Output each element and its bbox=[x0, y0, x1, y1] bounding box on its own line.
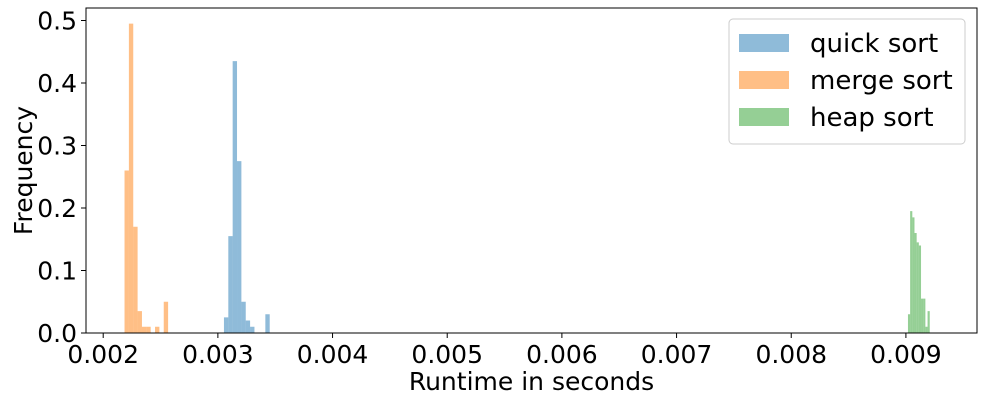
bar-quick-sort-1 bbox=[228, 236, 233, 333]
bar-heap-sort-0 bbox=[907, 314, 911, 333]
x-tick-label: 0.009 bbox=[870, 340, 942, 369]
bar-quick-sort-5 bbox=[245, 320, 251, 333]
bar-merge-sort-0 bbox=[124, 170, 129, 333]
legend-swatch-merge-sort bbox=[739, 71, 789, 89]
bar-heap-sort-6 bbox=[921, 298, 924, 333]
bar-heap-sort-5 bbox=[918, 245, 922, 333]
bar-quick-sort-3 bbox=[237, 161, 242, 333]
legend-swatch-heap-sort bbox=[739, 108, 789, 126]
legend-label-quick-sort: quick sort bbox=[810, 29, 938, 59]
bar-merge-sort-3 bbox=[137, 311, 142, 333]
bar-merge-sort-6 bbox=[155, 326, 160, 333]
x-tick-label: 0.003 bbox=[182, 340, 254, 369]
y-axis-title: Frequency bbox=[9, 106, 38, 235]
bar-quick-sort-0 bbox=[223, 317, 229, 333]
x-tick-label: 0.002 bbox=[67, 340, 139, 369]
x-tick-label: 0.007 bbox=[641, 340, 713, 369]
legend-label-merge-sort: merge sort bbox=[810, 66, 953, 96]
y-tick-label: 0.5 bbox=[37, 7, 77, 36]
y-tick-label: 0.4 bbox=[37, 69, 77, 98]
y-tick-label: 0.2 bbox=[37, 194, 77, 223]
legend: quick sort merge sort heap sort bbox=[728, 18, 966, 145]
x-tick-label: 0.006 bbox=[526, 340, 598, 369]
bar-heap-sort-7 bbox=[923, 298, 926, 333]
bar-heap-sort-1 bbox=[910, 211, 913, 333]
bar-heap-sort-3 bbox=[914, 233, 917, 333]
y-tick-label: 0.3 bbox=[37, 132, 77, 161]
x-tick-label: 0.005 bbox=[411, 340, 483, 369]
legend-swatch-quick-sort bbox=[739, 34, 789, 52]
bar-merge-sort-5 bbox=[146, 326, 151, 333]
bar-merge-sort-7 bbox=[163, 301, 169, 333]
y-axis: 0.0 0.1 0.2 0.3 0.4 0.5 bbox=[37, 7, 86, 348]
x-tick-label: 0.008 bbox=[755, 340, 827, 369]
bar-heap-sort-4 bbox=[916, 242, 919, 333]
y-tick-label: 0.1 bbox=[37, 257, 77, 286]
bar-merge-sort-2 bbox=[133, 226, 138, 333]
bar-quick-sort-7 bbox=[265, 314, 270, 333]
bar-merge-sort-1 bbox=[128, 23, 134, 333]
bar-heap-sort-8 bbox=[925, 326, 928, 333]
y-tick-label: 0.0 bbox=[37, 319, 77, 348]
legend-label-heap-sort: heap sort bbox=[810, 103, 934, 133]
bar-merge-sort-4 bbox=[141, 326, 147, 333]
x-axis-title: Runtime in seconds bbox=[409, 367, 654, 396]
x-axis: 0.002 0.003 0.004 0.005 0.006 0.007 0.008 0.009 bbox=[67, 333, 942, 369]
bar-heap-sort-9 bbox=[927, 311, 930, 333]
x-tick-label: 0.004 bbox=[297, 340, 369, 369]
bar-quick-sort-6 bbox=[250, 326, 255, 333]
bar-quick-sort-2 bbox=[232, 61, 238, 333]
bars-layer bbox=[124, 23, 930, 333]
bar-quick-sort-4 bbox=[241, 301, 246, 333]
bar-heap-sort-2 bbox=[912, 217, 915, 333]
plot-frame bbox=[85, 7, 978, 334]
